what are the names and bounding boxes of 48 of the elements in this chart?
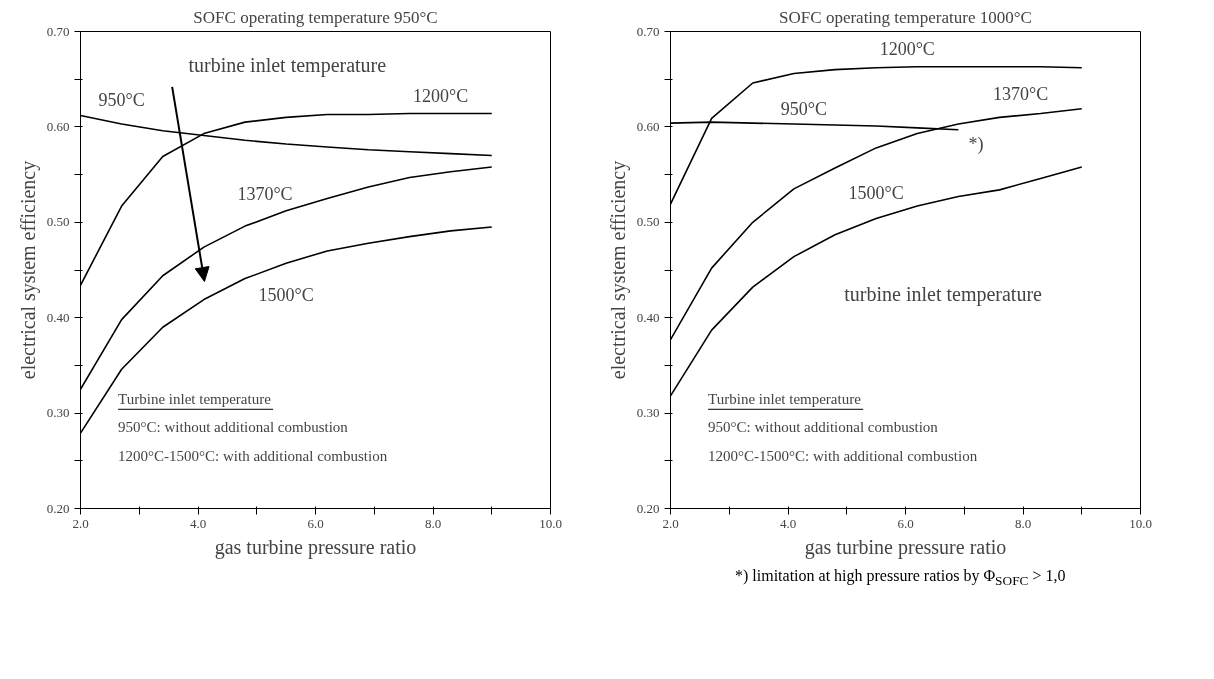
x-tick-label: 4.0 [779,515,797,531]
x-tick-label: 4.0 [189,515,207,531]
y-axis-title: electrical system efficiency [606,160,630,380]
chart-title: SOFC operating temperature 950°C [193,7,438,27]
annotation: Turbine inlet temperature [708,390,862,407]
annotation: 950°C: without additional combustion [118,419,349,436]
series-label: 950°C [780,99,827,120]
y-tick-label: 0.30 [636,405,660,421]
annotation: 1200°C-1500°C: with additional combustion [708,448,978,465]
x-tick-label: 2.0 [662,515,679,531]
annotation: *) [968,133,984,155]
annotation: turbine inlet temperature [188,53,387,77]
x-tick-label: 10.0 [1129,515,1152,531]
line-series [670,66,1083,205]
annotation: 1200°C-1500°C: with additional combustion [118,448,388,465]
chart-title: SOFC operating temperature 1000°C [779,7,1032,27]
y-tick-label: 0.70 [46,23,70,39]
series-label: 950°C [98,90,145,111]
annotation: Turbine inlet temperature [118,390,272,407]
series-label: 1200°C [879,38,935,59]
y-tick-label: 0.30 [46,405,70,421]
x-tick-label: 8.0 [1014,515,1032,531]
series-label: 1500°C [848,183,904,204]
series-label: 1500°C [258,285,314,306]
x-tick-label: 6.0 [897,515,914,531]
annotation: turbine inlet temperature [844,282,1043,306]
x-tick-label: 10.0 [539,515,562,531]
series-label: 1370°C [237,184,293,205]
line-series [80,226,493,434]
y-tick-label: 0.40 [46,309,70,325]
y-tick-label: 0.70 [636,23,660,39]
y-tick-label: 0.60 [636,118,660,134]
series-label: 1200°C [413,85,469,106]
y-tick-label: 0.40 [636,309,660,325]
footnote: *) limitation at high pressure ratios by Φ$_{SOFC}$ > 1,0 [734,566,1066,591]
x-axis-title: gas turbine pressure ratio [214,535,417,559]
y-tick-label: 0.60 [46,118,70,134]
x-tick-label: 2.0 [72,515,89,531]
x-tick-label: 6.0 [307,515,324,531]
annotation: 950°C: without additional combustion [708,419,939,436]
y-axis-title: electrical system efficiency [16,160,40,380]
y-tick-label: 0.20 [636,500,660,516]
y-tick-label: 0.50 [46,214,70,230]
series-label: 1370°C [993,83,1049,104]
x-axis-title: gas turbine pressure ratio [804,535,1007,559]
y-tick-label: 0.20 [46,500,70,516]
x-tick-label: 8.0 [424,515,442,531]
y-tick-label: 0.50 [636,214,660,230]
